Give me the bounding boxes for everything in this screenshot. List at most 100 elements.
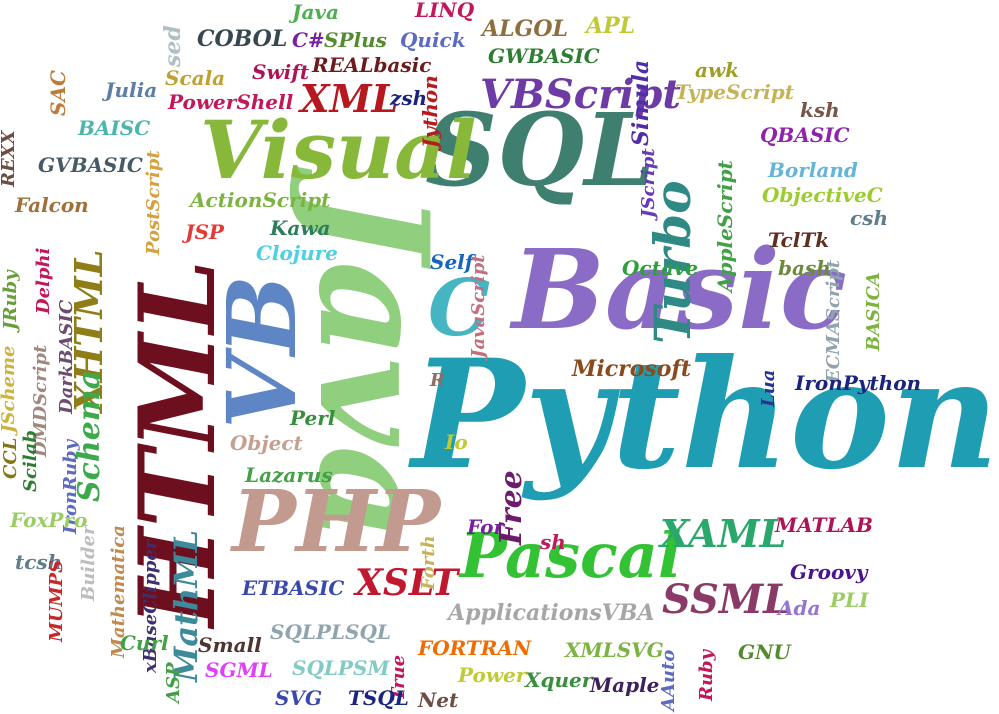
word-sqlplsql: SQLPLSQL — [270, 620, 391, 644]
word-aauto: AAuto — [658, 649, 679, 711]
word-applicationsvba: ApplicationsVBA — [448, 600, 655, 626]
word-gwbasic: GWBASIC — [488, 44, 600, 68]
word-matlab: MATLAB — [775, 513, 873, 537]
word-realbasic: REALbasic — [312, 53, 432, 77]
word-object: Object — [230, 431, 303, 455]
word-apl: APL — [586, 13, 636, 39]
word-ada: Ada — [778, 596, 821, 620]
word-actionscript: ActionScript — [190, 188, 331, 212]
word-tcsh: tcsh — [15, 550, 63, 574]
word-tsql: TSQL — [348, 686, 409, 710]
word-groovy: Groovy — [790, 560, 868, 584]
word-sac: SAC — [46, 70, 70, 116]
word-pli: PLI — [830, 588, 869, 612]
word-sqlpsm: SQLPSM — [292, 656, 390, 680]
word-asp: ASP — [163, 662, 184, 704]
word-sh: sh — [540, 530, 566, 554]
word-svg: SVG — [275, 686, 323, 710]
word-baisc: BAISC — [78, 116, 151, 140]
word-applescript: AppleScript — [713, 160, 737, 292]
word-lua: Lua — [758, 369, 779, 407]
word-ssml: SSML — [662, 576, 792, 623]
word-javascript: JavaScript — [468, 254, 489, 358]
word-mathml: MathML — [167, 529, 205, 682]
word-xmlsvg: XMLSVG — [565, 638, 664, 662]
word-sql: SQL — [425, 91, 655, 209]
word-sed: sed — [160, 25, 186, 67]
word-vbscript: VBScript — [480, 71, 681, 118]
word-clojure: Clojure — [256, 241, 338, 265]
word-simula: Simula — [628, 59, 654, 146]
word-lazarus: Lazarus — [245, 463, 333, 487]
word-zsh: zsh — [390, 86, 428, 110]
word-darkbasic: DarkBASIC — [56, 299, 77, 414]
word-c: C — [428, 263, 491, 354]
word-jruby: JRuby — [0, 270, 21, 330]
word-curl: Curl — [120, 631, 169, 655]
word-typescript: TypeScript — [675, 80, 794, 104]
word-java: Java — [292, 0, 340, 24]
word-xaml: XAML — [660, 511, 787, 556]
word-jython: Jython — [418, 75, 442, 148]
word-cobol: COBOL — [197, 26, 288, 52]
word-rexx: REXX — [0, 130, 19, 187]
word-ksh: ksh — [800, 98, 840, 122]
word-gvbasic: GVBASIC — [38, 153, 143, 177]
word-postscript: PostScript — [143, 150, 164, 255]
word-c-: C# — [292, 28, 325, 52]
word-scilab: Scilab — [20, 430, 41, 492]
word-sgml: SGML — [205, 658, 273, 682]
word-etbasic: ETBASIC — [242, 576, 345, 600]
word-visual: Visual — [200, 103, 477, 197]
word-xml: XML — [300, 76, 399, 121]
word-maple: Maple — [590, 673, 660, 697]
word-bash: bash — [778, 256, 831, 280]
word-io: Io — [445, 430, 468, 454]
word-basic: Basic — [512, 225, 847, 354]
word-builder: Builder — [78, 525, 99, 602]
word-for: For — [467, 515, 504, 539]
word-scala: Scala — [165, 66, 226, 90]
word-julia: Julia — [105, 78, 158, 102]
word-pascal: Pascal — [460, 519, 682, 592]
word-ironpython: IronPython — [795, 371, 922, 395]
word-borland: Borland — [768, 158, 858, 182]
word-small: Small — [198, 633, 262, 657]
word-csh: csh — [850, 206, 888, 230]
word-forth: Forth — [418, 535, 439, 590]
word-perl: Perl — [290, 406, 336, 430]
word-qbasic: QBASIC — [760, 123, 850, 147]
word-jsp: JSP — [185, 220, 224, 244]
word-ruby: Ruby — [696, 649, 717, 701]
word-ccl: CCL — [0, 437, 21, 479]
word-python: Python — [411, 327, 999, 503]
word-jscript: JScript — [638, 148, 659, 218]
word-net: Net — [418, 688, 459, 712]
word-foxpro: FoxPro — [10, 508, 88, 532]
word-power: Power — [458, 663, 527, 687]
word-xslt: XSLT — [355, 562, 459, 604]
word-jscheme: JScheme — [0, 345, 19, 433]
word-falcon: Falcon — [15, 193, 89, 217]
word-objectivec: ObjectiveC — [762, 183, 883, 207]
word-kawa: Kawa — [270, 216, 331, 240]
word-php: PHP — [232, 472, 441, 572]
word-tcltk: TclTk — [768, 228, 830, 252]
word-r: R — [430, 370, 445, 391]
word-xquer: Xquer — [525, 668, 593, 692]
word-microsoft: Microsoft — [572, 356, 692, 382]
word-gnu: GNU — [738, 640, 791, 664]
word-quick: Quick — [400, 28, 466, 52]
word-linq: LINQ — [415, 0, 475, 22]
word-self: Self — [430, 250, 474, 274]
word-mumps: MUMPS — [46, 559, 67, 642]
word-splus: SPlus — [324, 28, 387, 52]
word-algol: ALGOL — [482, 16, 568, 42]
word-swift: Swift — [252, 60, 310, 84]
word-powershell: PowerShell — [168, 90, 294, 114]
word-octave: Octave — [622, 256, 699, 280]
word-fortran: FORTRAN — [418, 636, 532, 660]
word-awk: awk — [695, 58, 740, 82]
word-ecmascript: ECMAScript — [823, 259, 844, 383]
